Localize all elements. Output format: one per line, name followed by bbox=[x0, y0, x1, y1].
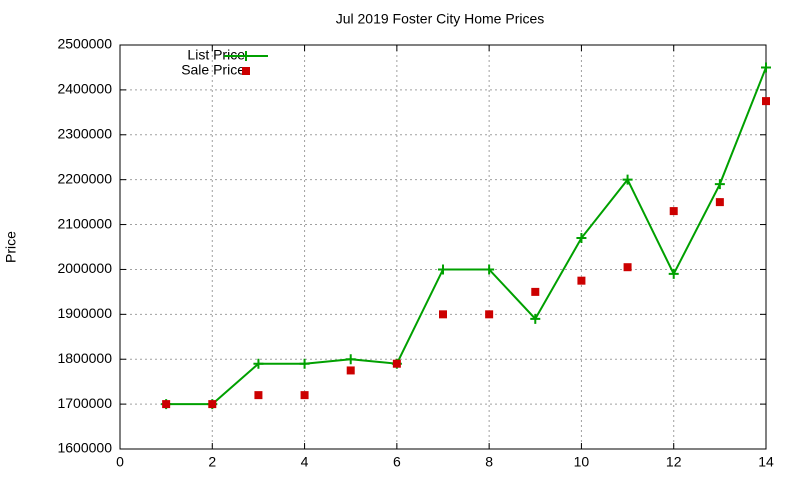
data-point bbox=[300, 391, 309, 400]
y-tick-label: 1600000 bbox=[57, 440, 112, 456]
y-tick-label: 1800000 bbox=[57, 350, 112, 366]
y-tick-label: 2400000 bbox=[57, 81, 112, 97]
legend-label: Sale Price bbox=[181, 62, 245, 78]
data-point bbox=[761, 62, 771, 73]
data-point bbox=[622, 174, 633, 185]
plot-frame bbox=[119, 44, 767, 450]
x-tick-label: 0 bbox=[116, 454, 124, 470]
data-point bbox=[484, 264, 495, 275]
series-line bbox=[166, 67, 767, 406]
data-point bbox=[345, 354, 356, 365]
data-point bbox=[623, 263, 632, 272]
x-tick-label: 2 bbox=[208, 454, 216, 470]
data-point bbox=[715, 198, 724, 207]
legend-label: List Price bbox=[187, 47, 245, 63]
data-point bbox=[162, 400, 171, 409]
legend-marker bbox=[241, 51, 251, 61]
data-point bbox=[577, 276, 586, 285]
data-point bbox=[669, 207, 678, 216]
data-point bbox=[714, 179, 725, 190]
y-tick-label: 1700000 bbox=[57, 395, 112, 411]
data-point bbox=[253, 358, 264, 369]
x-tick-label: 12 bbox=[666, 454, 682, 470]
data-point bbox=[668, 268, 679, 279]
x-tick-label: 6 bbox=[393, 454, 401, 470]
data-point bbox=[438, 264, 448, 275]
y-tick-label: 2100000 bbox=[57, 215, 112, 231]
data-point bbox=[439, 310, 447, 319]
data-point bbox=[531, 287, 540, 296]
data-point bbox=[576, 233, 587, 244]
x-tick-label: 14 bbox=[758, 454, 774, 470]
data-point bbox=[346, 366, 355, 375]
y-tick-label: 2300000 bbox=[57, 125, 112, 141]
data-point bbox=[392, 359, 401, 368]
y-tick-label: 1900000 bbox=[57, 305, 112, 321]
data-point bbox=[299, 358, 310, 369]
x-tick-label: 10 bbox=[574, 454, 590, 470]
x-tick-label: 8 bbox=[485, 454, 493, 470]
y-tick-label: 2500000 bbox=[57, 36, 112, 52]
legend-marker bbox=[242, 67, 250, 75]
data-point bbox=[254, 391, 263, 400]
y-tick-label: 2200000 bbox=[57, 170, 112, 186]
data-point bbox=[208, 400, 217, 409]
x-tick-label: 4 bbox=[301, 454, 309, 470]
data-point bbox=[530, 313, 541, 324]
data-point bbox=[762, 97, 770, 106]
chart-title: Jul 2019 Foster City Home Prices bbox=[336, 11, 545, 27]
data-point bbox=[485, 310, 494, 319]
y-tick-label: 2000000 bbox=[57, 260, 112, 276]
y-axis-label: Price bbox=[3, 231, 19, 263]
